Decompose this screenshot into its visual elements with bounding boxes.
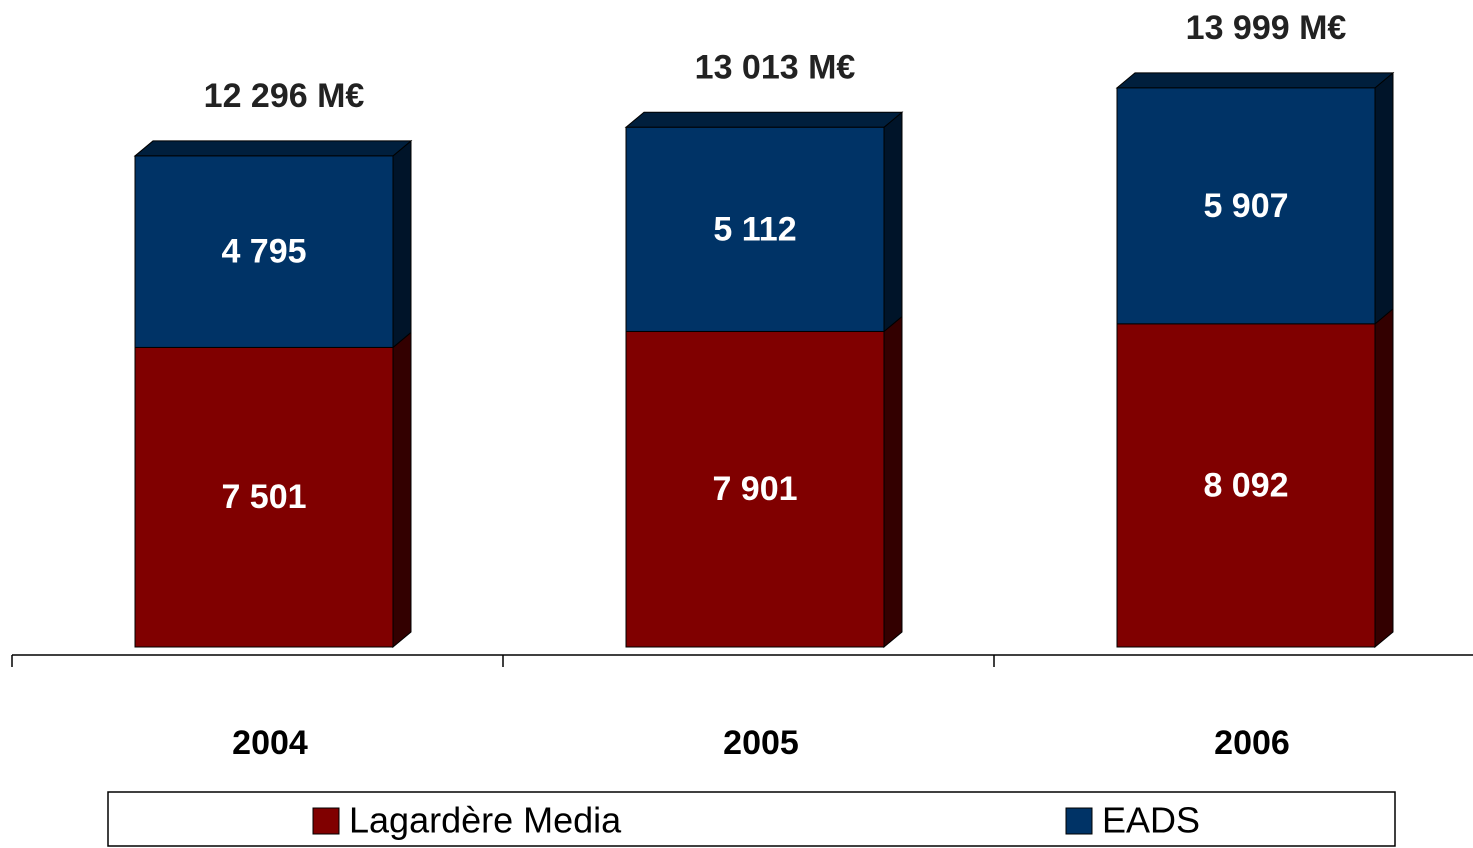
- value-label: 5 907: [1203, 187, 1288, 225]
- legend-box: [107, 791, 1396, 847]
- bar-segment: [625, 330, 885, 648]
- legend-label: Lagardère Media: [349, 800, 622, 841]
- total-label: 13 999 M€: [1186, 9, 1347, 47]
- legend-label: EADS: [1102, 800, 1200, 841]
- bar-top: [624, 111, 904, 128]
- bar-top: [1115, 72, 1395, 89]
- total-label: 12 296 M€: [204, 77, 365, 115]
- bar-side: [392, 331, 412, 649]
- bar-segment: [134, 346, 394, 648]
- value-label: 4 795: [221, 233, 306, 271]
- bar-side: [883, 315, 903, 649]
- bar-side: [1374, 307, 1394, 649]
- value-label: 7 501: [221, 478, 306, 516]
- legend-swatch: [312, 807, 340, 835]
- value-label: 8 092: [1203, 466, 1288, 504]
- bar-top: [133, 140, 413, 157]
- x-tick-label: 2006: [1214, 724, 1290, 762]
- bar-side: [883, 111, 903, 333]
- bar-segment: [1116, 87, 1376, 325]
- x-tick-label: 2005: [723, 724, 799, 762]
- total-label: 13 013 M€: [695, 48, 856, 86]
- value-label: 5 112: [713, 210, 796, 248]
- bar-segment: [1116, 323, 1376, 648]
- bar-segment: [625, 126, 885, 332]
- legend-swatch: [1065, 807, 1093, 835]
- value-label: 7 901: [712, 470, 797, 508]
- bar-segment: [134, 155, 394, 348]
- bar-side: [1374, 71, 1394, 325]
- bar-side: [392, 139, 412, 349]
- x-tick-label: 2004: [232, 724, 308, 762]
